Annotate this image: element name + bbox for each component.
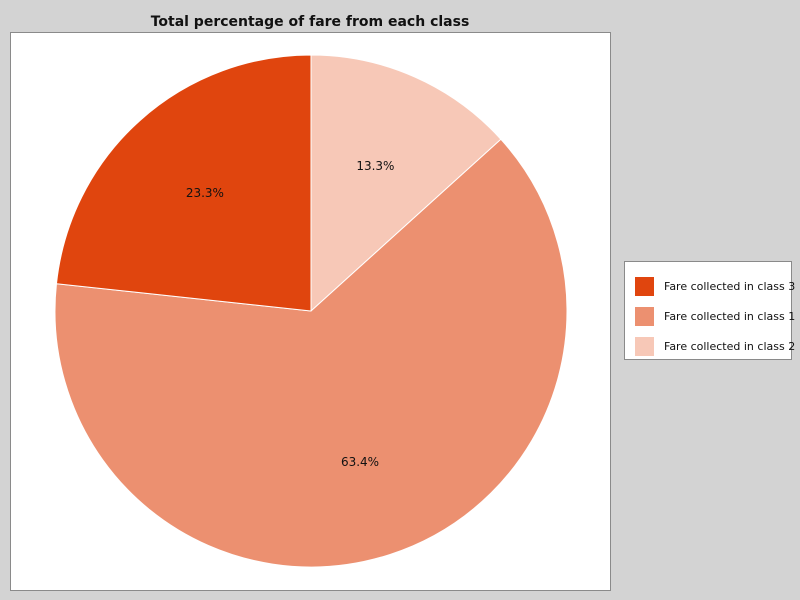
slice-value-label-2: 63.4%: [341, 455, 379, 469]
pie-slice-3: [55, 54, 312, 312]
chart-title: Total percentage of fare from each class: [150, 14, 470, 30]
legend-label-class-2: Fare collected in class 2: [664, 339, 796, 353]
legend-swatch-class-3: [635, 276, 654, 296]
legend: Fare collected in class 3 Fare collected…: [624, 261, 795, 361]
legend-label-class-3: Fare collected in class 3: [664, 279, 796, 293]
plot-panel: 13.3% 63.4% 23.3%: [10, 32, 611, 591]
slice-value-label-3: 23.3%: [186, 186, 224, 200]
pie-chart: 13.3% 63.4% 23.3%: [54, 54, 568, 568]
legend-swatch-class-1: [635, 306, 654, 326]
legend-item-class-2: Fare collected in class 2: [625, 331, 795, 361]
legend-item-class-1: Fare collected in class 1: [625, 301, 795, 331]
legend-label-class-1: Fare collected in class 1: [664, 309, 796, 323]
legend-swatch-class-2: [635, 336, 654, 356]
pie-slice-1: [310, 54, 502, 313]
legend-item-class-3: Fare collected in class 3: [625, 271, 795, 301]
pie-slice-2: [54, 138, 568, 568]
slice-value-label-1: 13.3%: [356, 159, 394, 173]
